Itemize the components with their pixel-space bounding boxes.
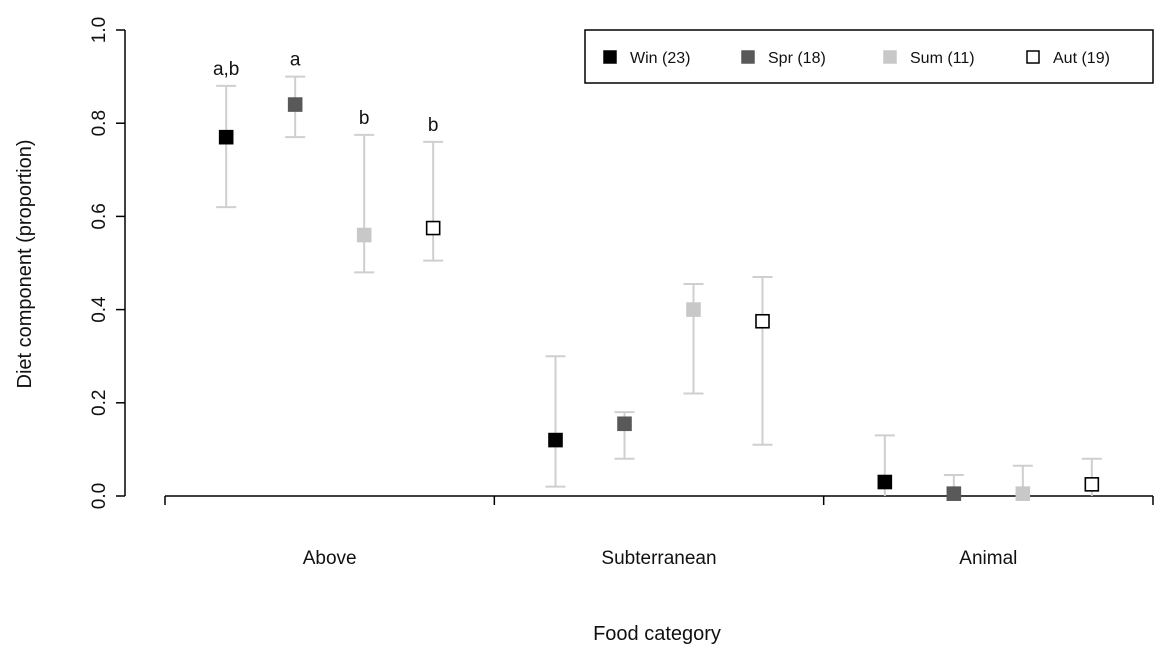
y-tick-label: 0.8 — [89, 110, 110, 136]
error-bar — [683, 282, 704, 395]
y-tick-label: 0.4 — [89, 296, 110, 323]
data-point — [755, 313, 770, 329]
legend-label: Win (23) — [630, 50, 690, 67]
significance-label: a,b — [213, 59, 239, 80]
x-axis-title: Food category — [593, 623, 721, 645]
legend-label: Spr (18) — [768, 50, 826, 67]
error-bar — [752, 275, 773, 446]
data-point — [218, 129, 234, 145]
legend-item: Win (23) — [603, 50, 690, 67]
legend-swatch — [741, 50, 755, 64]
error-bar — [216, 84, 237, 209]
x-category-label: Above — [303, 548, 357, 569]
y-tick-label: 0.0 — [89, 483, 110, 509]
data-point — [287, 97, 303, 112]
annotations: a,b a b b — [213, 50, 438, 136]
legend-item: Spr (18) — [741, 50, 826, 67]
legend-box — [584, 29, 1154, 84]
data-points — [218, 97, 1100, 501]
legend-label: Aut (19) — [1053, 50, 1110, 67]
error-bar — [545, 355, 566, 488]
y-tick-label: 1.0 — [89, 17, 110, 43]
error-bars — [216, 75, 1102, 496]
y-axis: 0.0 0.2 0.4 0.6 0.8 1.0 — [89, 17, 126, 509]
data-point — [877, 474, 893, 490]
error-bar — [354, 133, 375, 274]
y-axis-title: Diet component (proportion) — [14, 139, 36, 388]
significance-label: b — [428, 115, 439, 136]
x-axis: Above Subterranean Animal — [164, 495, 1154, 569]
legend: Win (23) Spr (18) Sum (11) Aut (19) — [584, 29, 1154, 84]
legend-item: Sum (11) — [883, 50, 975, 67]
legend-swatch — [1026, 50, 1040, 64]
significance-label: a — [290, 50, 301, 71]
data-point — [686, 302, 701, 317]
x-category-label: Animal — [959, 548, 1017, 569]
legend-swatch — [883, 50, 897, 64]
data-point — [1015, 486, 1031, 501]
data-point — [425, 220, 441, 236]
x-category-label: Subterranean — [601, 548, 716, 569]
error-bar — [423, 140, 444, 262]
legend-label: Sum (11) — [910, 50, 975, 67]
data-point — [356, 227, 372, 243]
data-point — [946, 486, 962, 501]
data-point — [1084, 477, 1100, 492]
legend-swatch — [603, 50, 617, 64]
y-tick-label: 0.2 — [89, 390, 110, 416]
data-point — [617, 416, 632, 432]
data-point — [548, 432, 563, 448]
significance-label: b — [359, 108, 370, 129]
y-tick-label: 0.6 — [89, 203, 110, 229]
legend-item: Aut (19) — [1026, 50, 1110, 67]
